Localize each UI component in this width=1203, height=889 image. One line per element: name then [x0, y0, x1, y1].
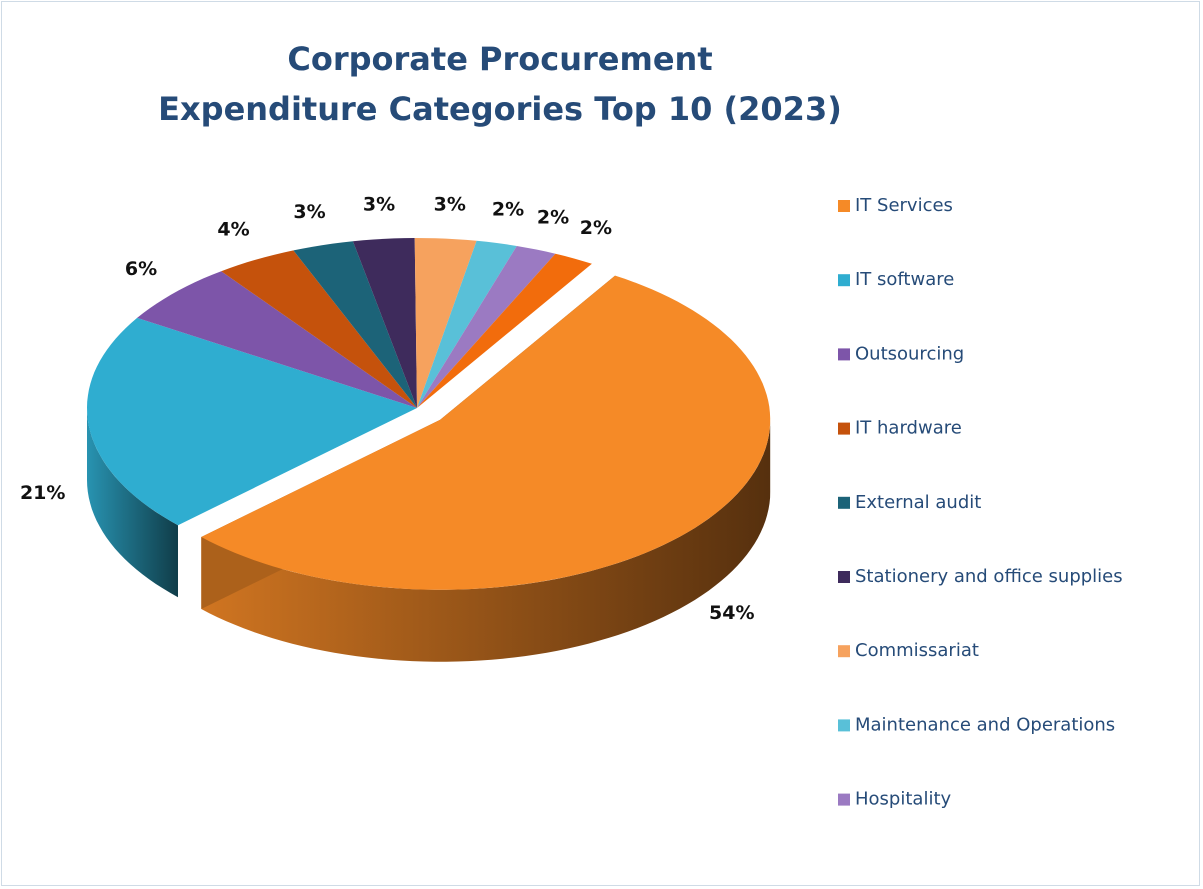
data-label: 6% — [125, 258, 157, 280]
data-label: 2% — [492, 199, 524, 221]
chart-title: Corporate Procurement Expenditure Catego… — [158, 40, 842, 128]
slice — [87, 317, 417, 526]
legend-label: Hospitality — [855, 789, 952, 810]
data-label: 54% — [709, 602, 754, 624]
data-label: 2% — [580, 217, 612, 239]
legend-label: IT hardware — [855, 418, 962, 439]
legend-swatch — [838, 422, 850, 435]
legend-swatch — [838, 496, 850, 509]
slice — [417, 253, 592, 408]
legend-label: External audit — [855, 492, 981, 513]
data-label: 3% — [363, 194, 395, 216]
legend-swatch — [838, 274, 850, 287]
slice-side — [201, 419, 771, 662]
legend-label: Maintenance and Operations — [855, 714, 1115, 735]
legend-label: Stationery and office supplies — [855, 566, 1123, 587]
legend-label: Commissariat — [855, 640, 979, 661]
slice — [352, 238, 417, 408]
legend-swatch — [838, 645, 850, 658]
slice — [221, 250, 417, 408]
legend-swatch — [838, 348, 850, 361]
legend-swatch — [838, 571, 850, 583]
slice — [293, 241, 417, 408]
slice — [414, 238, 477, 408]
slice — [417, 240, 517, 408]
slice — [417, 246, 556, 408]
legend-swatch — [838, 200, 850, 212]
data-label: 3% — [434, 193, 466, 215]
data-label: 21% — [20, 482, 65, 504]
slice — [201, 275, 771, 590]
data-label: 3% — [293, 201, 325, 223]
legend-label: IT software — [855, 269, 954, 290]
data-label: 4% — [217, 218, 249, 240]
legend-swatch — [838, 719, 850, 732]
legend-label: Outsourcing — [855, 343, 964, 364]
legend-swatch — [838, 793, 850, 806]
legend-label: IT Services — [855, 195, 953, 216]
slice-side — [87, 408, 178, 598]
slice — [137, 271, 417, 408]
data-label: 2% — [537, 206, 569, 228]
